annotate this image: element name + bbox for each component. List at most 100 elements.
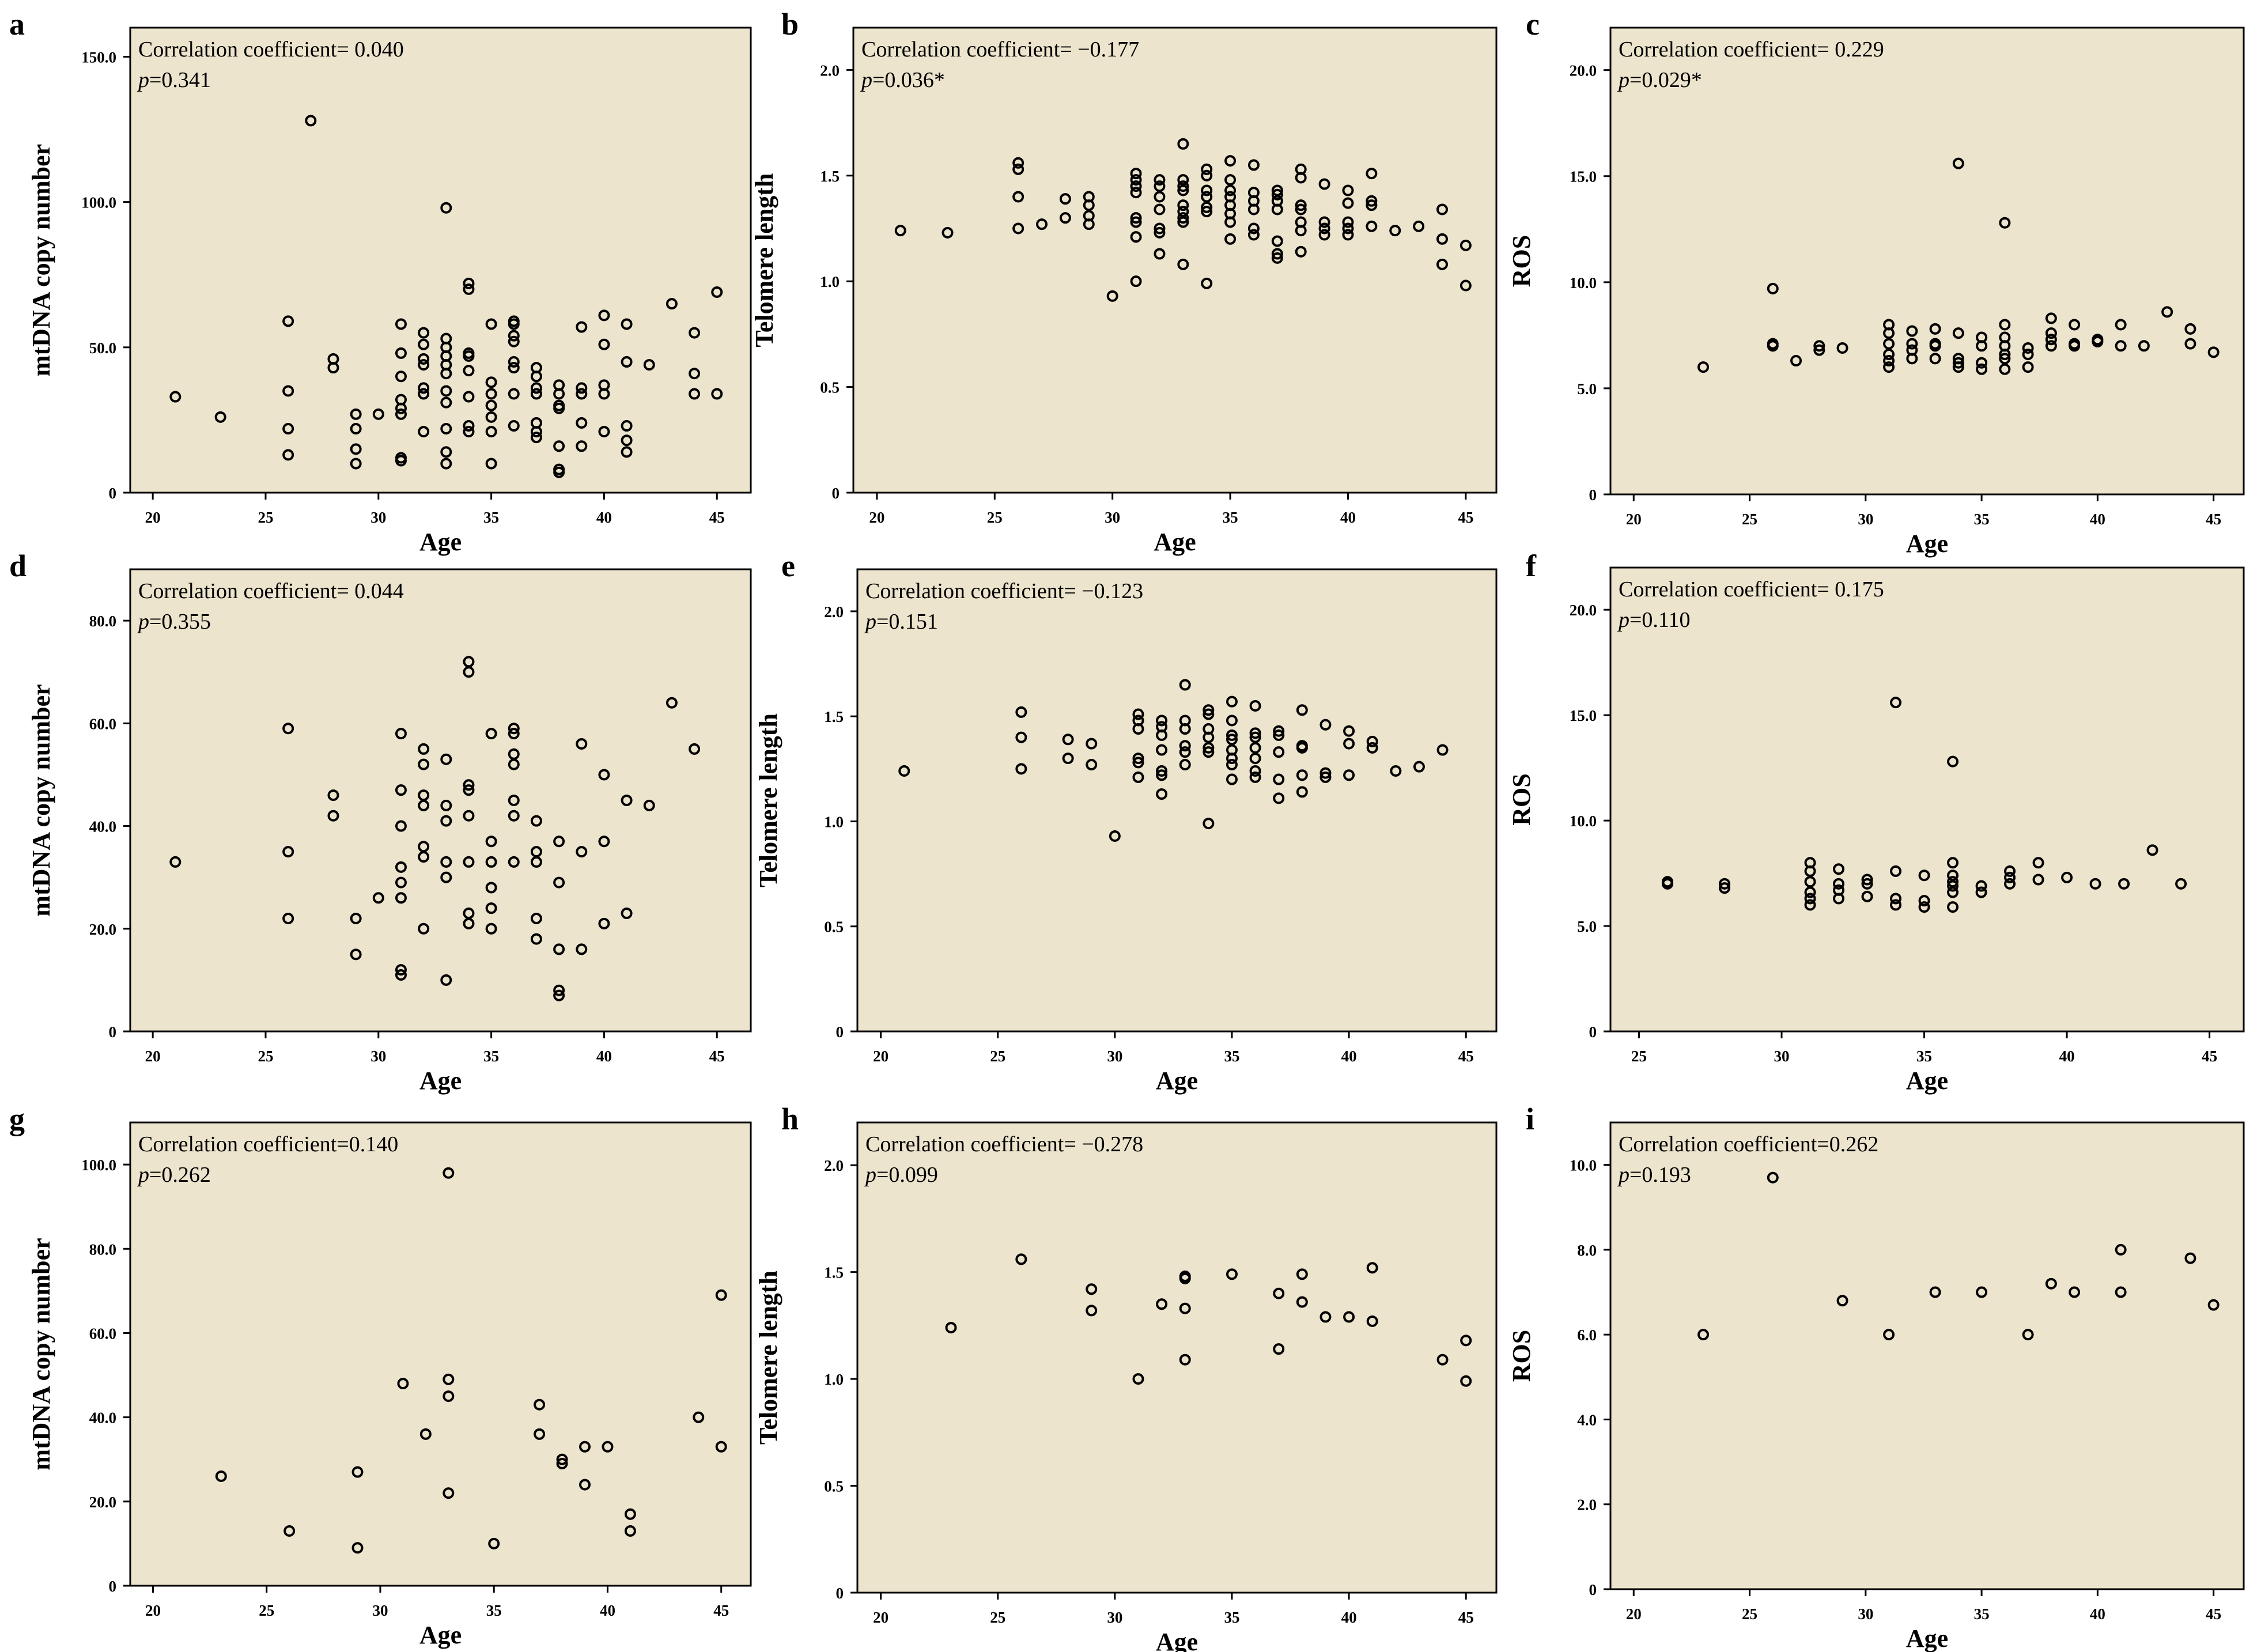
x-axis-title: Age (1156, 1067, 1198, 1095)
data-point (1156, 769, 1168, 781)
data-point (1273, 1343, 1285, 1355)
data-point (1249, 742, 1261, 754)
x-tick-label: 35 (486, 1602, 502, 1619)
data-point (666, 697, 678, 709)
p-symbol: p (1617, 1163, 1629, 1187)
data-point (395, 876, 407, 889)
x-tick-label: 25 (258, 509, 273, 526)
data-point (1086, 738, 1098, 750)
data-point (395, 728, 407, 740)
x-tick-label: 30 (1858, 1605, 1873, 1623)
data-point (579, 1479, 591, 1491)
data-point (1062, 734, 1074, 746)
data-point (463, 283, 475, 295)
x-tick-label: 40 (600, 1602, 615, 1619)
data-point (898, 765, 910, 777)
data-point (1390, 765, 1402, 777)
x-tick-label: 35 (1224, 1048, 1239, 1065)
panel-letter: b (781, 7, 799, 41)
data-point (624, 1525, 636, 1537)
data-point (2184, 338, 2196, 350)
y-tick-label: 8.0 (1577, 1242, 1597, 1259)
data-point (1295, 172, 1307, 184)
plot-area (856, 1121, 1498, 1594)
data-point (350, 458, 362, 470)
data-point (1273, 1287, 1285, 1299)
y-tick-label: 0 (1589, 486, 1597, 504)
data-point (395, 347, 407, 359)
data-point (598, 309, 610, 322)
data-point (1343, 769, 1355, 781)
data-point (1179, 1272, 1191, 1284)
data-point (372, 408, 384, 420)
data-point (508, 388, 520, 400)
data-point (1343, 1311, 1355, 1323)
x-axis-title: Age (1906, 1624, 1948, 1652)
data-point (440, 446, 452, 458)
data-point (579, 1441, 591, 1453)
data-point (440, 856, 452, 868)
data-point (711, 286, 723, 298)
data-point (350, 408, 362, 420)
data-point (945, 1322, 957, 1334)
x-tick-label: 25 (1742, 511, 1757, 528)
data-point (1296, 1268, 1308, 1280)
data-point (1952, 361, 1964, 373)
data-point (1177, 138, 1189, 150)
data-point (1883, 338, 1895, 350)
data-point (440, 815, 452, 827)
data-point (1861, 890, 1873, 902)
data-point (1436, 233, 1448, 245)
data-point (508, 335, 520, 347)
plot-area (129, 568, 752, 1033)
data-point (1999, 353, 2011, 365)
data-point (169, 856, 182, 868)
x-tick-label: 20 (873, 1048, 888, 1065)
data-point (1804, 886, 1816, 898)
data-point (418, 758, 430, 770)
data-point (1130, 275, 1142, 288)
panel-f: f 25 30 35 40 45 0 5.0 10.0 15.0 20.0 Age ROS Correla… (1507, 549, 2245, 1095)
data-point (2045, 340, 2057, 352)
data-point (1318, 222, 1330, 235)
x-tick-label: 35 (1224, 1609, 1239, 1626)
x-tick-label: 45 (713, 1602, 729, 1619)
data-point (1804, 899, 1816, 911)
data-point (2115, 340, 2127, 352)
data-point (1319, 767, 1332, 779)
correlation-label: Correlation coefficient= 0.044 (138, 579, 404, 603)
data-point (598, 388, 610, 400)
data-point (2115, 1286, 2127, 1298)
data-point (1804, 893, 1816, 905)
data-point (1226, 759, 1238, 771)
data-point (485, 376, 497, 388)
data-point (711, 388, 723, 400)
plot-area (856, 568, 1498, 1033)
y-tick-label: 0 (832, 485, 840, 502)
data-point (1177, 174, 1189, 186)
data-point (715, 1441, 727, 1453)
data-point (2207, 346, 2220, 358)
data-point (1318, 229, 1330, 241)
data-point (463, 779, 475, 791)
data-point (443, 1390, 455, 1403)
data-point (395, 820, 407, 832)
data-point (508, 318, 520, 330)
data-point (2004, 865, 2016, 877)
data-point (1156, 788, 1168, 800)
data-point (598, 769, 610, 781)
x-tick-label: 40 (596, 1048, 612, 1065)
data-point (1366, 220, 1378, 232)
y-tick-label: 1.0 (824, 813, 844, 830)
data-point (1883, 355, 1895, 367)
data-point (1271, 248, 1283, 260)
data-point (1224, 184, 1237, 196)
data-point (508, 330, 520, 342)
data-point (693, 1411, 705, 1423)
data-point (1226, 753, 1238, 765)
data-point (689, 327, 701, 339)
data-point (1343, 725, 1355, 737)
data-point (350, 423, 362, 435)
correlation-label: Correlation coefficient=0.262 (1619, 1132, 1878, 1156)
data-point (1086, 1305, 1098, 1317)
